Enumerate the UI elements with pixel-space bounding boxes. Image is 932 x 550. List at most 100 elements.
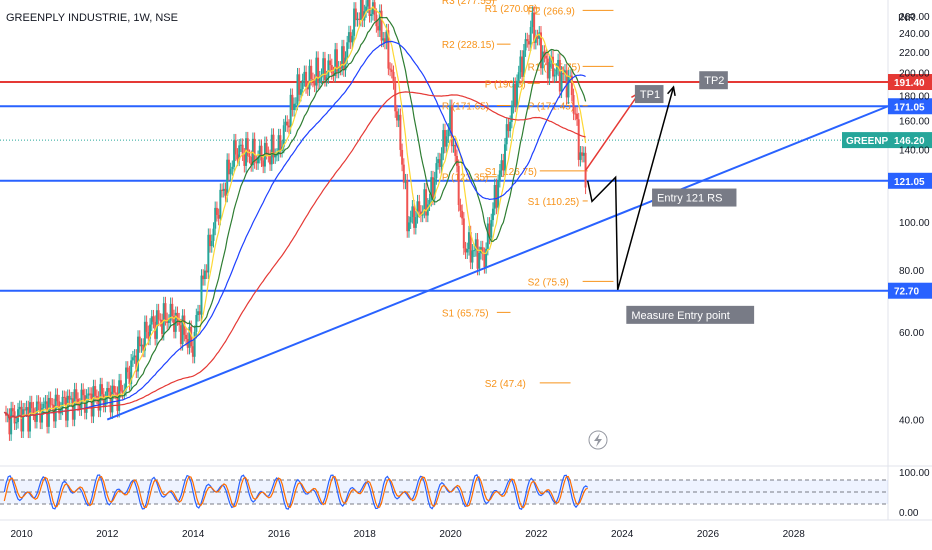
candle-body [125,367,128,390]
candle-body [579,152,582,160]
candle-body [445,136,448,147]
candle-body [258,145,261,157]
candle-body [94,386,97,396]
annotation-box[interactable] [652,188,737,207]
candle-body [366,0,369,7]
candle-body [461,210,464,219]
candle-body [286,121,289,126]
ma-slow-line [3,40,586,421]
candle-body [553,74,556,77]
y-tick-label: 240.00 [899,29,930,40]
candle-body [442,130,445,154]
candle-body [80,389,83,410]
candle-body [54,394,57,422]
candle-body [269,155,272,165]
candle-body [114,392,117,394]
candle-body [409,217,412,223]
candle-body [25,407,28,411]
lightning-icon[interactable] [588,430,608,450]
candle-body [20,406,23,432]
candle-body [233,140,236,167]
osc-d-line [3,475,588,509]
candle-body [130,360,133,385]
candle-body [497,180,500,208]
candle-body [8,414,11,435]
candle-body [452,144,455,147]
ma-long-line [3,91,586,421]
candle-body [133,355,136,358]
candle-body [356,18,359,21]
candle-body [365,6,368,12]
candle-body [346,42,349,58]
candle-body [341,46,344,69]
candle-body [147,331,150,339]
candle-body [462,218,465,249]
candle-body [514,83,517,106]
projection-path-arrowhead [667,85,676,97]
candle-body [567,76,570,98]
candle-body [478,252,481,269]
candle-body [500,160,503,171]
candle-body [358,18,361,20]
annotation-box[interactable] [634,85,664,104]
candle-body [551,56,554,77]
candle-body [27,407,30,432]
candle-body [279,135,282,151]
candle-body [572,95,575,114]
candle-body [399,114,402,150]
candle-body [18,406,21,410]
price-axis: 260.00 240.00 220.00 200.00 180.00 160.00 140.… [899,12,930,427]
candle-body [90,393,93,417]
candle-body [563,70,566,75]
candle-body [406,180,409,232]
candle-body [425,189,428,216]
ma-medium-line [3,16,587,421]
pivot-label: R3 (277.55) [442,0,495,7]
candle-body [522,50,525,77]
candle-body [212,228,215,241]
candle-body [214,207,217,229]
candle-body [488,223,491,238]
candle-body [317,57,320,83]
candle-body [502,160,505,171]
candle-body [498,170,501,181]
candle-body [198,311,201,315]
y-tick-label: 160.00 [899,117,930,128]
pivot-label: R2 (266.9) [528,6,575,17]
candle-body [402,164,405,183]
annotation-box[interactable] [699,71,728,90]
candle-body [519,56,522,73]
candle-body [65,397,68,421]
candle-body [407,222,410,232]
candle-body [221,189,224,191]
candle-body [531,12,534,28]
candle-body [234,140,237,155]
tp1-projection[interactable] [584,92,640,171]
candle-body [315,57,318,86]
y-tick-label: 200.00 [899,69,930,80]
candle-body [466,249,469,253]
candle-body [121,391,124,393]
candle-body [217,214,220,219]
pivot-levels: R3 (277.55)R1 (270.05)R2 (266.9) R2 (228.… [442,0,614,390]
candle-body [10,408,13,435]
annotation-box[interactable] [626,305,755,324]
candle-body [342,46,345,71]
candle-body [299,89,302,95]
pivot-label: R1 (205.75) [528,62,581,73]
candle-body [188,326,191,348]
support-trendline[interactable] [106,105,889,421]
candle-body [193,331,196,357]
candle-body [325,77,328,80]
candle-body [51,404,54,406]
candle-body [394,83,397,112]
candle-body [111,385,114,413]
projection-path[interactable] [586,86,675,290]
candle-body [140,344,143,347]
candle-body [474,239,477,251]
level-badge-text: 121.05 [894,177,925,188]
candle-body [11,408,14,412]
annotation-label: Measure Entry point [631,310,729,322]
candle-body [75,389,78,399]
candle-body [176,312,179,320]
